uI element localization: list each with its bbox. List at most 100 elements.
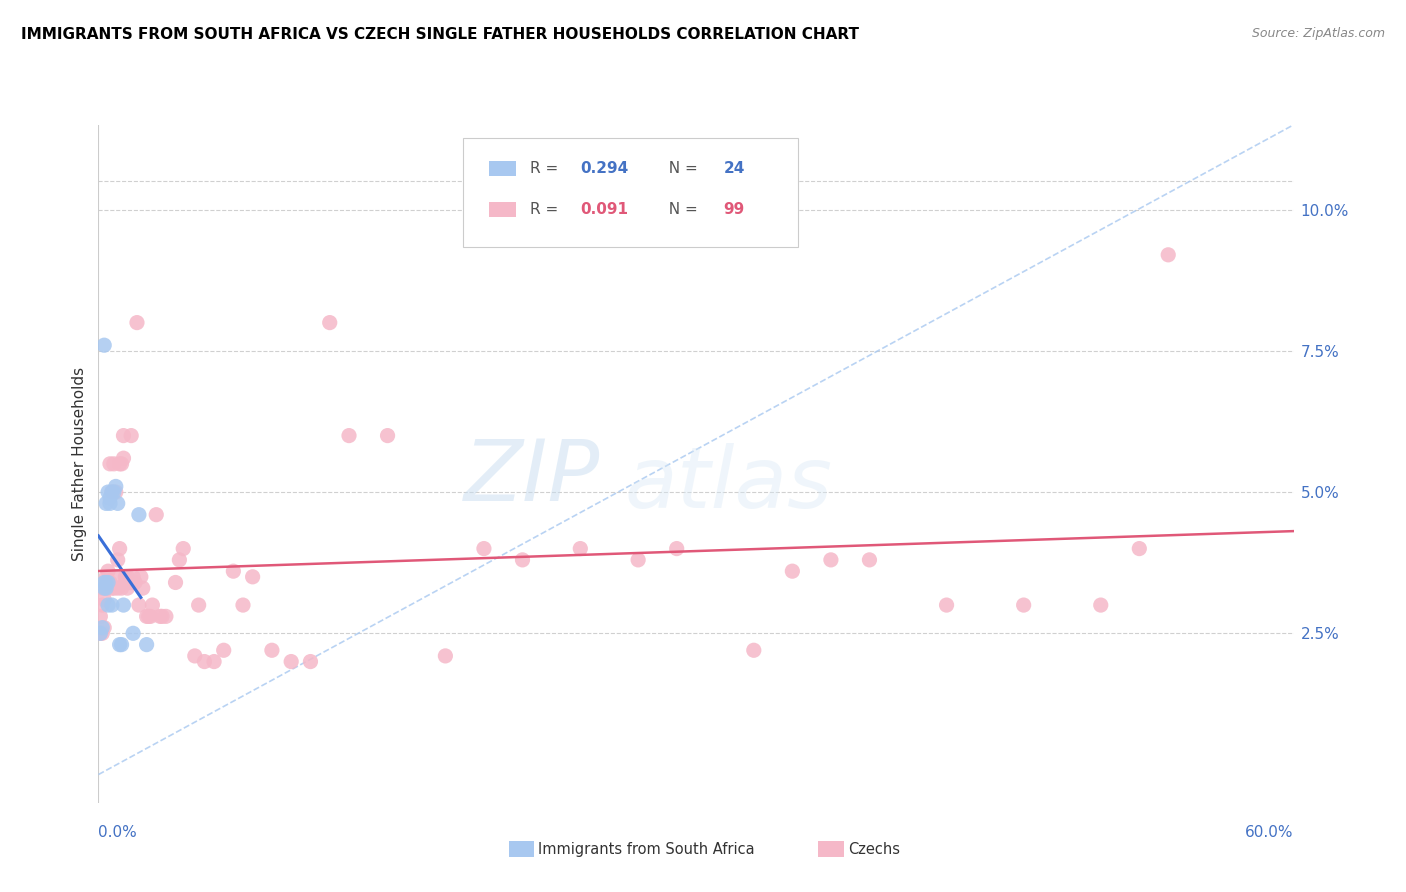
Text: 60.0%: 60.0%: [1246, 825, 1294, 840]
Point: [742, 643, 765, 657]
Point: [101, 485, 124, 500]
Point: [1012, 598, 1035, 612]
Point: [1090, 598, 1112, 612]
Text: N =: N =: [659, 202, 703, 217]
Point: [103, 485, 125, 500]
Point: [1157, 248, 1180, 262]
Point: [97, 564, 120, 578]
Text: IMMIGRANTS FROM SOUTH AFRICA VS CZECH SINGLE FATHER HOUSEHOLDS CORRELATION CHART: IMMIGRANTS FROM SOUTH AFRICA VS CZECH SI…: [21, 27, 859, 42]
Point: [319, 316, 342, 330]
Point: [122, 570, 145, 584]
Point: [472, 541, 495, 556]
Point: [110, 581, 132, 595]
Point: [165, 575, 187, 590]
Point: [169, 553, 191, 567]
Point: [118, 575, 141, 590]
Point: [108, 638, 131, 652]
Point: [128, 598, 150, 612]
Point: [91, 626, 114, 640]
Point: [104, 570, 127, 584]
Point: [935, 598, 957, 612]
Point: [858, 553, 880, 567]
Point: [820, 553, 842, 567]
Point: [145, 508, 167, 522]
Point: [114, 575, 136, 590]
Point: [260, 643, 283, 657]
Point: [94, 496, 117, 510]
Point: [91, 581, 114, 595]
Point: [184, 648, 207, 663]
Text: 0.091: 0.091: [581, 202, 628, 217]
Text: R =: R =: [530, 202, 562, 217]
Point: [108, 541, 131, 556]
Point: [97, 598, 120, 612]
FancyBboxPatch shape: [463, 138, 797, 247]
Point: [377, 428, 399, 442]
Point: [93, 575, 115, 590]
Y-axis label: Single Father Households: Single Father Households: [72, 367, 87, 561]
Point: [89, 626, 111, 640]
Point: [108, 457, 131, 471]
Point: [107, 496, 129, 510]
Point: [93, 581, 115, 595]
Point: [98, 575, 121, 590]
Point: [89, 626, 111, 640]
Point: [665, 541, 688, 556]
Point: [97, 581, 120, 595]
Point: [93, 621, 115, 635]
Point: [120, 575, 142, 590]
Point: [94, 570, 117, 584]
Text: atlas: atlas: [624, 442, 832, 525]
Point: [135, 638, 157, 652]
Point: [107, 553, 129, 567]
Point: [97, 485, 120, 500]
Text: 0.294: 0.294: [581, 161, 628, 177]
Point: [512, 553, 534, 567]
Point: [94, 575, 117, 590]
Point: [232, 598, 254, 612]
Point: [222, 564, 245, 578]
Point: [242, 570, 264, 584]
Text: 24: 24: [724, 161, 745, 177]
Point: [124, 575, 146, 590]
Point: [104, 485, 127, 500]
Text: Immigrants from South Africa: Immigrants from South Africa: [538, 842, 755, 856]
Point: [782, 564, 804, 578]
Point: [93, 338, 115, 352]
Point: [149, 609, 172, 624]
Point: [155, 609, 177, 624]
Point: [1128, 541, 1150, 556]
Point: [112, 451, 135, 466]
Point: [212, 643, 235, 657]
Point: [91, 598, 114, 612]
Point: [98, 496, 121, 510]
Text: 0.0%: 0.0%: [98, 825, 138, 840]
Point: [135, 609, 157, 624]
Point: [107, 581, 129, 595]
Point: [98, 457, 121, 471]
Point: [122, 626, 145, 640]
Text: Czechs: Czechs: [848, 842, 900, 856]
Point: [569, 541, 592, 556]
Point: [125, 316, 148, 330]
Text: ZIP: ZIP: [464, 436, 600, 519]
Point: [114, 570, 136, 584]
Point: [97, 575, 120, 590]
Point: [94, 581, 117, 595]
Point: [101, 581, 124, 595]
Point: [138, 609, 160, 624]
Point: [117, 581, 139, 595]
Point: [337, 428, 360, 442]
Point: [110, 457, 132, 471]
Point: [193, 655, 215, 669]
Point: [112, 598, 135, 612]
Point: [101, 598, 124, 612]
Point: [98, 491, 121, 505]
Point: [103, 457, 125, 471]
Point: [129, 570, 152, 584]
Point: [93, 592, 115, 607]
Point: [139, 609, 162, 624]
Point: [627, 553, 650, 567]
Point: [101, 485, 124, 500]
Point: [187, 598, 209, 612]
